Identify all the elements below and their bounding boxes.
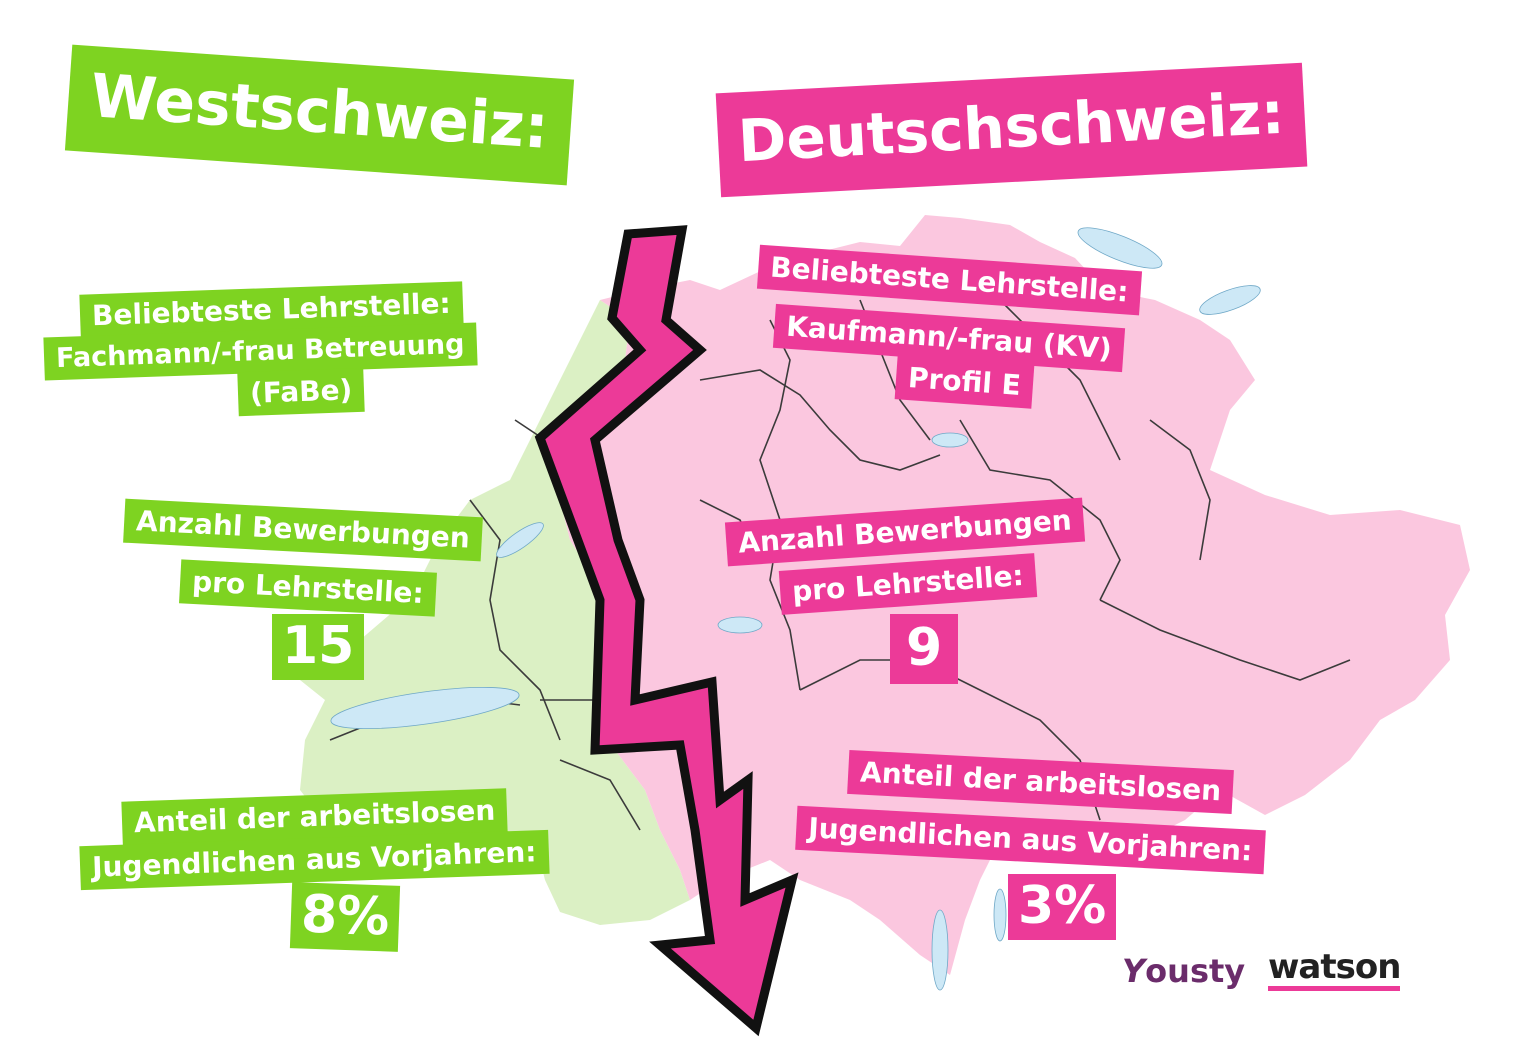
west-unemployed-value: 8% — [289, 882, 401, 952]
east-applications-value: 9 — [890, 614, 959, 684]
east-popular-value-2: Profil E — [894, 355, 1035, 409]
yousty-logo-mark: Y — [1122, 952, 1146, 990]
west-popular-value-2: (FaBe) — [237, 367, 366, 417]
watson-logo: watson — [1268, 949, 1401, 991]
yousty-logo-text: ousty — [1145, 952, 1246, 990]
west-region — [300, 300, 690, 925]
east-unemployed-value: 3% — [1008, 874, 1117, 940]
west-popular-value-line1: Fachmann/-frau Betreuung — [55, 328, 465, 375]
divide-arrow — [534, 225, 799, 1037]
west-applications-label-line1: Anzahl Bewerbungen — [135, 504, 471, 555]
yousty-logo: Yousty — [1122, 952, 1245, 990]
west-applications-value: 15 — [272, 614, 365, 680]
lakes — [330, 227, 1261, 991]
